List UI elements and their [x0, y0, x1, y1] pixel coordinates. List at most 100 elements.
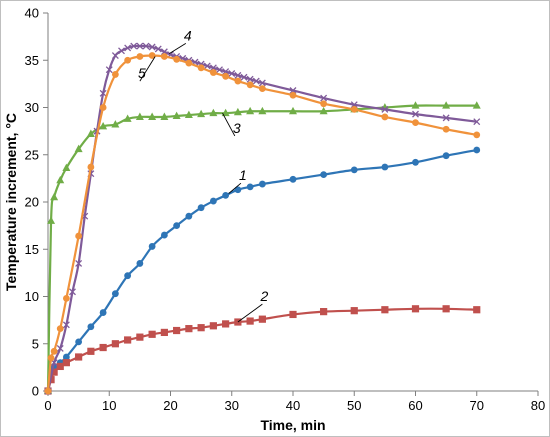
- x-tick-label: 0: [44, 398, 51, 413]
- y-tick-label: 5: [32, 336, 39, 351]
- series-3-point: [148, 112, 157, 120]
- series-1-point: [442, 152, 450, 160]
- series-4-point: [118, 47, 125, 55]
- series-2-point: [136, 333, 144, 341]
- series-5-point: [197, 64, 205, 72]
- curve-label-leader: [139, 56, 156, 82]
- x-tick-label: 70: [470, 398, 484, 413]
- series-3-point: [47, 216, 56, 224]
- y-tick-label: 35: [25, 53, 39, 68]
- curve-label-leader: [228, 182, 242, 194]
- series-4-point: [56, 345, 64, 352]
- series-2-point: [350, 307, 358, 315]
- series-5-point: [289, 91, 297, 99]
- series-5-point: [222, 72, 230, 80]
- series-2-line: [46, 307, 477, 392]
- series-4: [44, 42, 481, 395]
- series-3-point: [135, 112, 144, 120]
- series-4-point: [203, 62, 211, 70]
- series-4-point: [99, 89, 107, 97]
- series-1-point: [160, 231, 168, 239]
- series-3-point: [74, 144, 83, 153]
- series-4-point: [136, 42, 144, 50]
- series-5-point: [160, 53, 168, 60]
- series-5-point: [124, 56, 132, 64]
- series-3-point: [472, 101, 481, 109]
- series-5-point: [412, 119, 419, 127]
- series-1-point: [412, 158, 419, 166]
- series-1-point: [350, 166, 358, 174]
- series-2-point: [411, 305, 420, 313]
- series-1-point: [124, 272, 132, 280]
- series-5-point: [50, 347, 58, 355]
- series-5-point: [62, 294, 70, 302]
- series-2-point: [99, 343, 107, 352]
- y-tick-label: 40: [25, 6, 39, 21]
- y-tick-label: 15: [25, 242, 39, 257]
- series-5-point: [136, 53, 144, 60]
- series-3-point: [184, 110, 193, 119]
- x-tick-label: 60: [408, 398, 422, 413]
- series-5-point: [87, 163, 95, 171]
- series-2-point: [62, 359, 70, 367]
- series-3-point: [289, 106, 297, 115]
- series-4-point: [381, 105, 389, 113]
- series-5-point: [381, 113, 389, 121]
- series-1-point: [99, 309, 107, 316]
- series-4-line: [46, 44, 477, 392]
- series-3-point: [56, 175, 65, 184]
- series-4-point: [246, 75, 254, 83]
- y-axis-title: Temperature increment, °C: [3, 113, 19, 291]
- series-4-point: [62, 321, 70, 329]
- series-3-point: [111, 120, 120, 128]
- series-3-point: [209, 108, 218, 117]
- series-3-point: [172, 111, 181, 120]
- series-2-point: [246, 317, 254, 325]
- annotations-group: 1 2 3 4 5: [138, 27, 268, 323]
- series-3-point: [197, 109, 206, 118]
- series-5-line: [46, 54, 477, 392]
- x-tick-label: 80: [531, 398, 545, 413]
- series-5-point: [185, 59, 193, 67]
- series-5-point: [442, 125, 450, 133]
- series-2-point: [222, 320, 230, 328]
- curve-label: 1: [239, 167, 247, 183]
- curve-label-leader: [222, 112, 236, 137]
- series-2-point: [160, 328, 168, 337]
- series-4-point: [148, 43, 156, 51]
- series-1-point: [320, 171, 328, 178]
- series-4-point: [258, 79, 266, 87]
- x-tick-label: 40: [286, 398, 300, 413]
- series-2-point: [473, 306, 481, 314]
- y-tick-label: 0: [32, 384, 39, 399]
- series-5-point: [350, 105, 358, 113]
- series-5-point: [234, 77, 242, 85]
- series-1-point: [75, 338, 83, 346]
- curve-label: 5: [138, 65, 146, 81]
- series-5-point: [148, 52, 156, 59]
- series-1-point: [136, 260, 144, 267]
- series-4-point: [216, 66, 223, 74]
- series-2-point: [173, 326, 181, 335]
- curve-label: 3: [233, 120, 241, 136]
- series-3-point: [246, 106, 255, 115]
- series-2-point: [442, 305, 450, 313]
- y-tick-label: 20: [25, 195, 39, 210]
- series-2-point: [56, 362, 64, 371]
- series-2-point: [124, 336, 132, 344]
- series-1-point: [234, 186, 242, 194]
- series-4-point: [473, 118, 481, 126]
- series-4-point: [154, 45, 162, 53]
- series-5-point: [111, 71, 119, 78]
- series-1: [44, 146, 481, 395]
- series-2-point: [320, 308, 328, 316]
- series-1-point: [197, 204, 205, 212]
- series-3-point: [319, 106, 328, 115]
- y-tick-label: 25: [25, 147, 39, 162]
- curve-label-leader: [237, 303, 263, 323]
- y-tick-label: 30: [25, 100, 39, 115]
- series-1-point: [111, 290, 119, 298]
